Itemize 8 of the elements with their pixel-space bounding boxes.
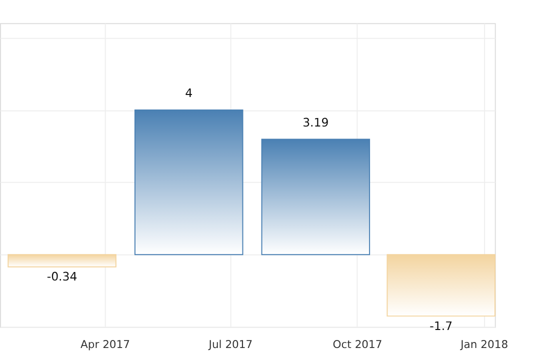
x-tick-label: Jan 2018 [460, 338, 508, 351]
x-tick-label: Apr 2017 [80, 338, 130, 351]
x-tick-label: Jul 2017 [208, 338, 253, 351]
data-label: 4 [185, 86, 193, 100]
data-label: -0.34 [46, 270, 78, 284]
data-label: 3.19 [302, 115, 329, 130]
data-label: -1.7 [430, 318, 453, 333]
x-tick-label: Oct 2017 [332, 338, 382, 351]
